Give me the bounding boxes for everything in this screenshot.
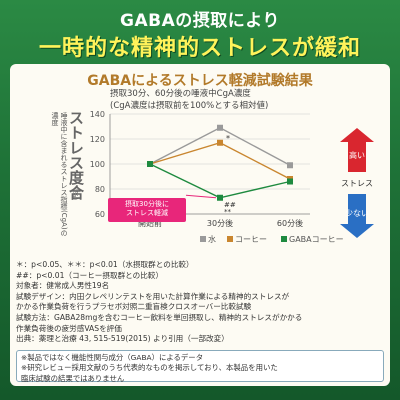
- arrow-down-icon: [340, 194, 374, 238]
- chart-card: GABAによるストレス軽減試験結果 摂取30分、60分後の唾液中CgA濃度 (C…: [10, 64, 390, 386]
- legend-label: コーヒー: [235, 235, 267, 244]
- y-tick-label: 100: [90, 160, 105, 169]
- annotation: **: [224, 208, 232, 216]
- legend-swatch: [200, 236, 206, 242]
- note-line: 作業負荷後の疲労感VASを評価: [16, 323, 122, 333]
- disclaimer-line: ※製品ではなく機能性関与成分（GABA）によるデータ: [21, 353, 204, 362]
- data-point: [217, 194, 223, 201]
- stress-side-label: ストレス: [341, 179, 373, 188]
- y-tick-label: 140: [90, 110, 105, 119]
- y-axis-unit: (%): [71, 188, 79, 201]
- disclaimer-line: 臨床試験の結果ではありません: [21, 373, 125, 383]
- legend-swatch: [227, 236, 233, 242]
- note-line: 対象者：健常成人男性19名: [16, 281, 110, 291]
- data-point: [217, 124, 223, 131]
- legend-label: 水: [208, 234, 216, 244]
- series-line-0: [149, 126, 291, 166]
- stress-low-label: 少ない: [345, 209, 369, 218]
- stress-arrows: 高い 少ない ストレス: [340, 128, 374, 238]
- series-line-2: [149, 163, 291, 199]
- x-tick-label: 開始前: [138, 218, 162, 228]
- notes: ＊：p<0.05、＊＊：p<0.01（水摂取群との比較） ##：p<0.01（コー…: [16, 260, 388, 345]
- data-point: [217, 139, 223, 146]
- legend-label: GABAコーヒー: [289, 235, 344, 244]
- disclaimer-line: ※研究レビュー採用文献のうち代表的なものを掲示しており、本製品を用いた: [21, 363, 278, 373]
- note-line: ##：p<0.01（コーヒー摂取群との比較）: [16, 270, 164, 280]
- disclaimer-box: ※製品ではなく機能性関与成分（GABA）によるデータ ※研究レビュー採用文献のうち…: [16, 350, 384, 383]
- chart-subtitle: 摂取30分、60分後の唾液中CgA濃度 (CgA濃度は摂取前を100%とする相対…: [110, 88, 380, 112]
- y-tick-label: 80: [95, 185, 105, 194]
- y-axis-label: ストレス度合: [67, 110, 85, 200]
- annotation: *: [226, 134, 230, 143]
- data-point: [287, 162, 293, 169]
- legend-swatch: [281, 236, 287, 242]
- header-line1: GABAの摂取により: [120, 11, 280, 31]
- chart-subtitle-line2: (CgA濃度は摂取前を100%とする相対値): [110, 101, 269, 111]
- note-line: かかる作業負荷を行うプラセボ対照二重盲検クロスオーバー比較試験: [16, 302, 252, 312]
- y-axis-description: 唾液中に含まれるストレス指標(CgA)の濃度: [51, 112, 68, 237]
- y-tick-label: 120: [90, 135, 105, 144]
- arrow-up-icon: [340, 128, 374, 172]
- note-line: ＊：p<0.05、＊＊：p<0.01（水摂取群との比較）: [16, 260, 194, 269]
- stress-high-label: 高い: [349, 150, 365, 160]
- chart-subtitle-line1: 摂取30分、60分後の唾液中CgA濃度: [110, 89, 251, 99]
- x-tick-label: 60分後: [277, 218, 303, 228]
- header-line2: 一時的な精神的ストレスが緩和: [38, 36, 361, 61]
- data-point: [287, 178, 293, 185]
- y-tick-label: 60: [95, 210, 105, 219]
- x-tick-label: 30分後: [207, 218, 233, 228]
- note-line: 試験デザイン：内田クレペリンテストを用いた計算作業による精神的ストレスが: [16, 291, 290, 301]
- callout-box: 摂取30分後に ストレス軽減: [108, 198, 186, 222]
- note-line: 出典：薬理と治療 43, 515-519(2015) より引用（一部改変）: [16, 334, 229, 344]
- annotation: ##: [224, 201, 236, 209]
- note-line: 試験方法：GABA28mgを含むコーヒー飲料を単回摂取し、精神的ストレスがかかる: [16, 312, 303, 322]
- callout-pointer: [185, 194, 217, 199]
- chart-title: GABAによるストレス軽減試験結果: [87, 73, 313, 89]
- data-point: [147, 161, 153, 167]
